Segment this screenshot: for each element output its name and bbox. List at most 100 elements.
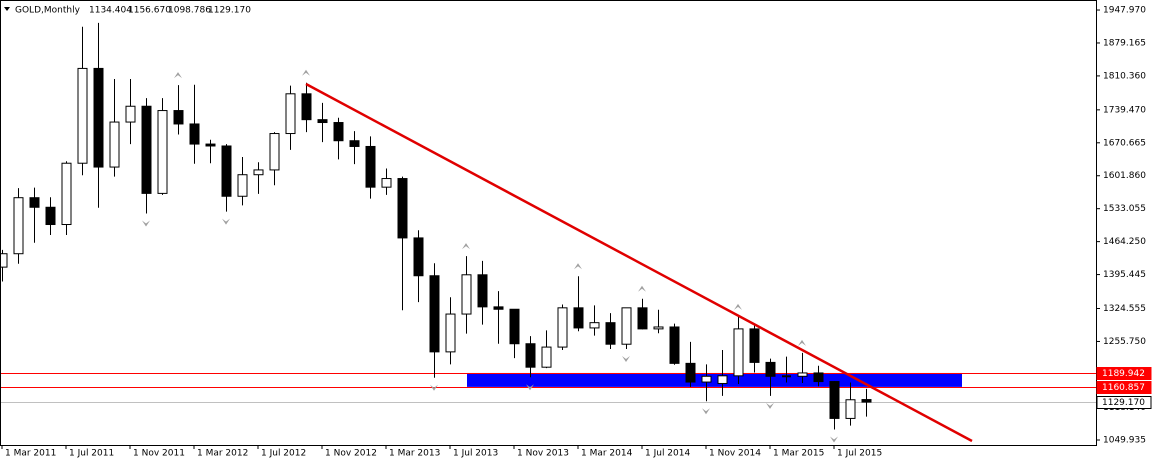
candle-body: [669, 326, 680, 364]
candle-body: [285, 93, 296, 135]
plot-frame: [0, 0, 1097, 446]
y-tick-label: 1879.165: [1103, 38, 1146, 48]
x-tick-label: 1 Nov 2011: [133, 449, 185, 459]
x-tick-label: 1 Jul 2014: [645, 449, 690, 459]
candle-body: [317, 119, 328, 124]
fractal-down: [830, 436, 838, 443]
candle-body: [797, 372, 808, 377]
candle-body: [269, 133, 280, 171]
x-tick-label: 1 Mar 2012: [197, 449, 248, 459]
y-tick-label: 1324.555: [1103, 304, 1146, 314]
symbol: GOLD,Monthly: [15, 6, 81, 16]
header-low: 1098.786: [168, 6, 211, 16]
plot-under: [0, 372, 1096, 403]
candle-body: [125, 105, 136, 123]
level-box: [1096, 396, 1152, 409]
fractal-down: [622, 355, 630, 362]
candle-body: [237, 174, 248, 197]
candle-body: [381, 178, 392, 188]
fractal-up: [174, 72, 182, 79]
candle-body: [445, 313, 456, 353]
level-box: [1096, 381, 1152, 394]
y-tick-label: 1255.750: [1103, 337, 1146, 347]
candle-body: [845, 399, 856, 419]
candle-body: [205, 143, 216, 147]
x-tick-label: 1 Nov 2012: [325, 449, 377, 459]
level-label: 1160.857: [1102, 383, 1145, 393]
candle-body: [109, 121, 120, 168]
fractal-down: [222, 218, 230, 225]
candle-body: [93, 67, 104, 168]
candle-body: [429, 275, 440, 353]
y-tick-label: 1947.970: [1103, 6, 1146, 16]
x-tick-label: 1 Mar 2011: [5, 449, 56, 459]
candle-body: [541, 346, 552, 368]
header-close: 1129.170: [208, 6, 251, 16]
candle-body: [157, 110, 168, 194]
candle-body: [13, 197, 24, 255]
candle-body: [573, 307, 584, 329]
x-tick-label: 1 Jul 2013: [453, 449, 498, 459]
fractal-up: [798, 339, 806, 346]
candle-body: [477, 274, 488, 308]
candle-body: [813, 372, 824, 383]
x-tick-label: 1 Mar 2014: [581, 449, 633, 459]
y-tick-label: 1739.470: [1103, 105, 1146, 115]
candle-body: [413, 237, 424, 277]
candle-body: [589, 322, 600, 329]
y-tick-label: 1395.445: [1103, 270, 1146, 280]
candle-body: [717, 375, 728, 384]
x-tick-label: 1 Jul 2015: [837, 449, 882, 459]
candle-body: [173, 110, 184, 125]
header-high: 1156.670: [128, 6, 171, 16]
candle-body: [749, 328, 760, 363]
y-tick-label: 1601.860: [1103, 171, 1146, 181]
level-box: [1096, 367, 1152, 380]
level-label: 1129.170: [1102, 398, 1145, 408]
candle-body: [29, 197, 40, 208]
y-tick-label: 1049.935: [1103, 436, 1146, 446]
candle-body: [333, 122, 344, 142]
fractal-up: [574, 263, 582, 270]
candle-body: [493, 306, 504, 310]
candle-body: [0, 253, 8, 268]
candle-body: [861, 399, 872, 403]
fractal-down: [766, 402, 774, 409]
candle-body: [605, 322, 616, 345]
fractal-down: [430, 384, 438, 391]
x-tick-label: 1 Jul 2012: [261, 449, 306, 459]
candle-body: [61, 162, 72, 226]
candle-body: [733, 328, 744, 377]
candle-body: [397, 178, 408, 239]
candle-body: [685, 362, 696, 383]
axes: 1947.970 1879.165 1810.360 1739.470 1670.665…: [1, 6, 1152, 459]
candle-body: [653, 326, 664, 330]
candle-body: [525, 343, 536, 368]
candle-body: [141, 105, 152, 194]
fractal-down: [142, 220, 150, 227]
zone: [467, 372, 962, 387]
x-tick-label: 1 Mar 2013: [389, 449, 440, 459]
candle-body: [349, 140, 360, 147]
candle-body: [701, 375, 712, 383]
candle-body: [461, 274, 472, 315]
y-tick-label: 1670.665: [1103, 138, 1146, 148]
fractal-up: [734, 303, 742, 310]
x-tick-label: 1 Nov 2014: [709, 449, 761, 459]
x-tick-label: 1 Mar 2015: [773, 449, 824, 459]
candle-body: [765, 361, 776, 377]
level-label: 1189.942: [1102, 369, 1145, 379]
x-tick-label: 1 Nov 2013: [517, 449, 569, 459]
y-tick-label: 1533.055: [1103, 204, 1146, 214]
candle-body: [301, 93, 312, 121]
fractal-down: [702, 408, 710, 415]
candle-body: [557, 307, 568, 348]
fractal-up: [302, 69, 310, 76]
candle-body: [189, 123, 200, 145]
y-tick-label: 1464.250: [1103, 237, 1146, 247]
candle-body: [221, 145, 232, 197]
header-open: 1134.404: [89, 6, 132, 16]
